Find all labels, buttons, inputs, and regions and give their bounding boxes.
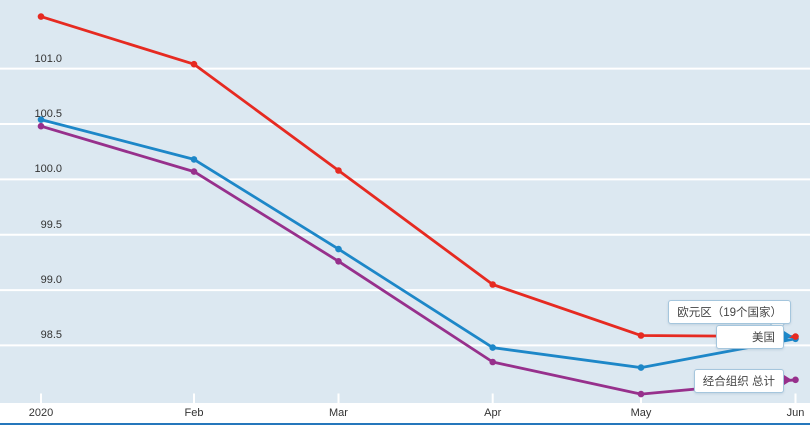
data-point[interactable] xyxy=(489,358,497,366)
data-point[interactable] xyxy=(335,167,342,174)
data-point[interactable] xyxy=(190,60,198,68)
data-point[interactable] xyxy=(37,13,45,20)
data-point[interactable] xyxy=(637,364,645,371)
data-point[interactable] xyxy=(190,156,198,163)
x-axis-label: Mar xyxy=(329,407,348,419)
callout-arrow-icon-oecd xyxy=(784,375,792,385)
data-point[interactable] xyxy=(190,168,198,175)
series-callout-oecd-label: 经合组织 总计 xyxy=(702,376,775,388)
series-callout-oecd: 经合组织 总计 xyxy=(693,369,784,393)
x-axis-strip: 2020 Feb Mar Apr May Jun xyxy=(0,403,810,423)
series-callout-usa: 美国 xyxy=(716,325,784,349)
y-axis-label: 99.0 xyxy=(40,274,62,287)
x-axis-label: 2020 xyxy=(28,407,54,419)
data-point[interactable] xyxy=(335,258,342,265)
data-point[interactable] xyxy=(637,390,645,398)
x-axis-label: May xyxy=(630,407,652,419)
series-callout-eurozone: 欧元区（19个国家） xyxy=(668,300,791,324)
y-axis-label: 98.5 xyxy=(40,329,62,342)
data-point[interactable] xyxy=(37,116,45,123)
data-point[interactable] xyxy=(792,376,799,384)
callout-arrow-icon-usa xyxy=(784,331,792,341)
plot-area: 101.0 100.5 100.0 99.5 99.0 98.5 xyxy=(0,0,810,403)
x-axis-label: Apr xyxy=(484,407,502,419)
data-point[interactable] xyxy=(489,344,497,351)
y-axis-label: 101.0 xyxy=(34,52,62,65)
data-point[interactable] xyxy=(37,122,45,130)
y-axis-label: 100.5 xyxy=(34,108,62,120)
series-callout-usa-label: 美国 xyxy=(752,332,775,344)
series-callout-eurozone-label: 欧元区（19个国家） xyxy=(677,307,782,319)
data-point[interactable] xyxy=(792,333,799,340)
y-axis-label: 99.5 xyxy=(40,218,62,231)
y-axis-label: 100.0 xyxy=(34,163,62,176)
data-point[interactable] xyxy=(335,245,342,253)
data-point[interactable] xyxy=(637,332,645,339)
series-line[interactable] xyxy=(39,118,797,370)
bottom-border xyxy=(0,423,810,425)
chart-canvas[interactable] xyxy=(0,0,810,403)
x-axis-label: Jun xyxy=(786,407,805,419)
series-line[interactable] xyxy=(39,15,797,339)
data-point[interactable] xyxy=(489,281,497,288)
series-line[interactable] xyxy=(39,124,797,396)
x-axis-label: Feb xyxy=(184,407,204,419)
